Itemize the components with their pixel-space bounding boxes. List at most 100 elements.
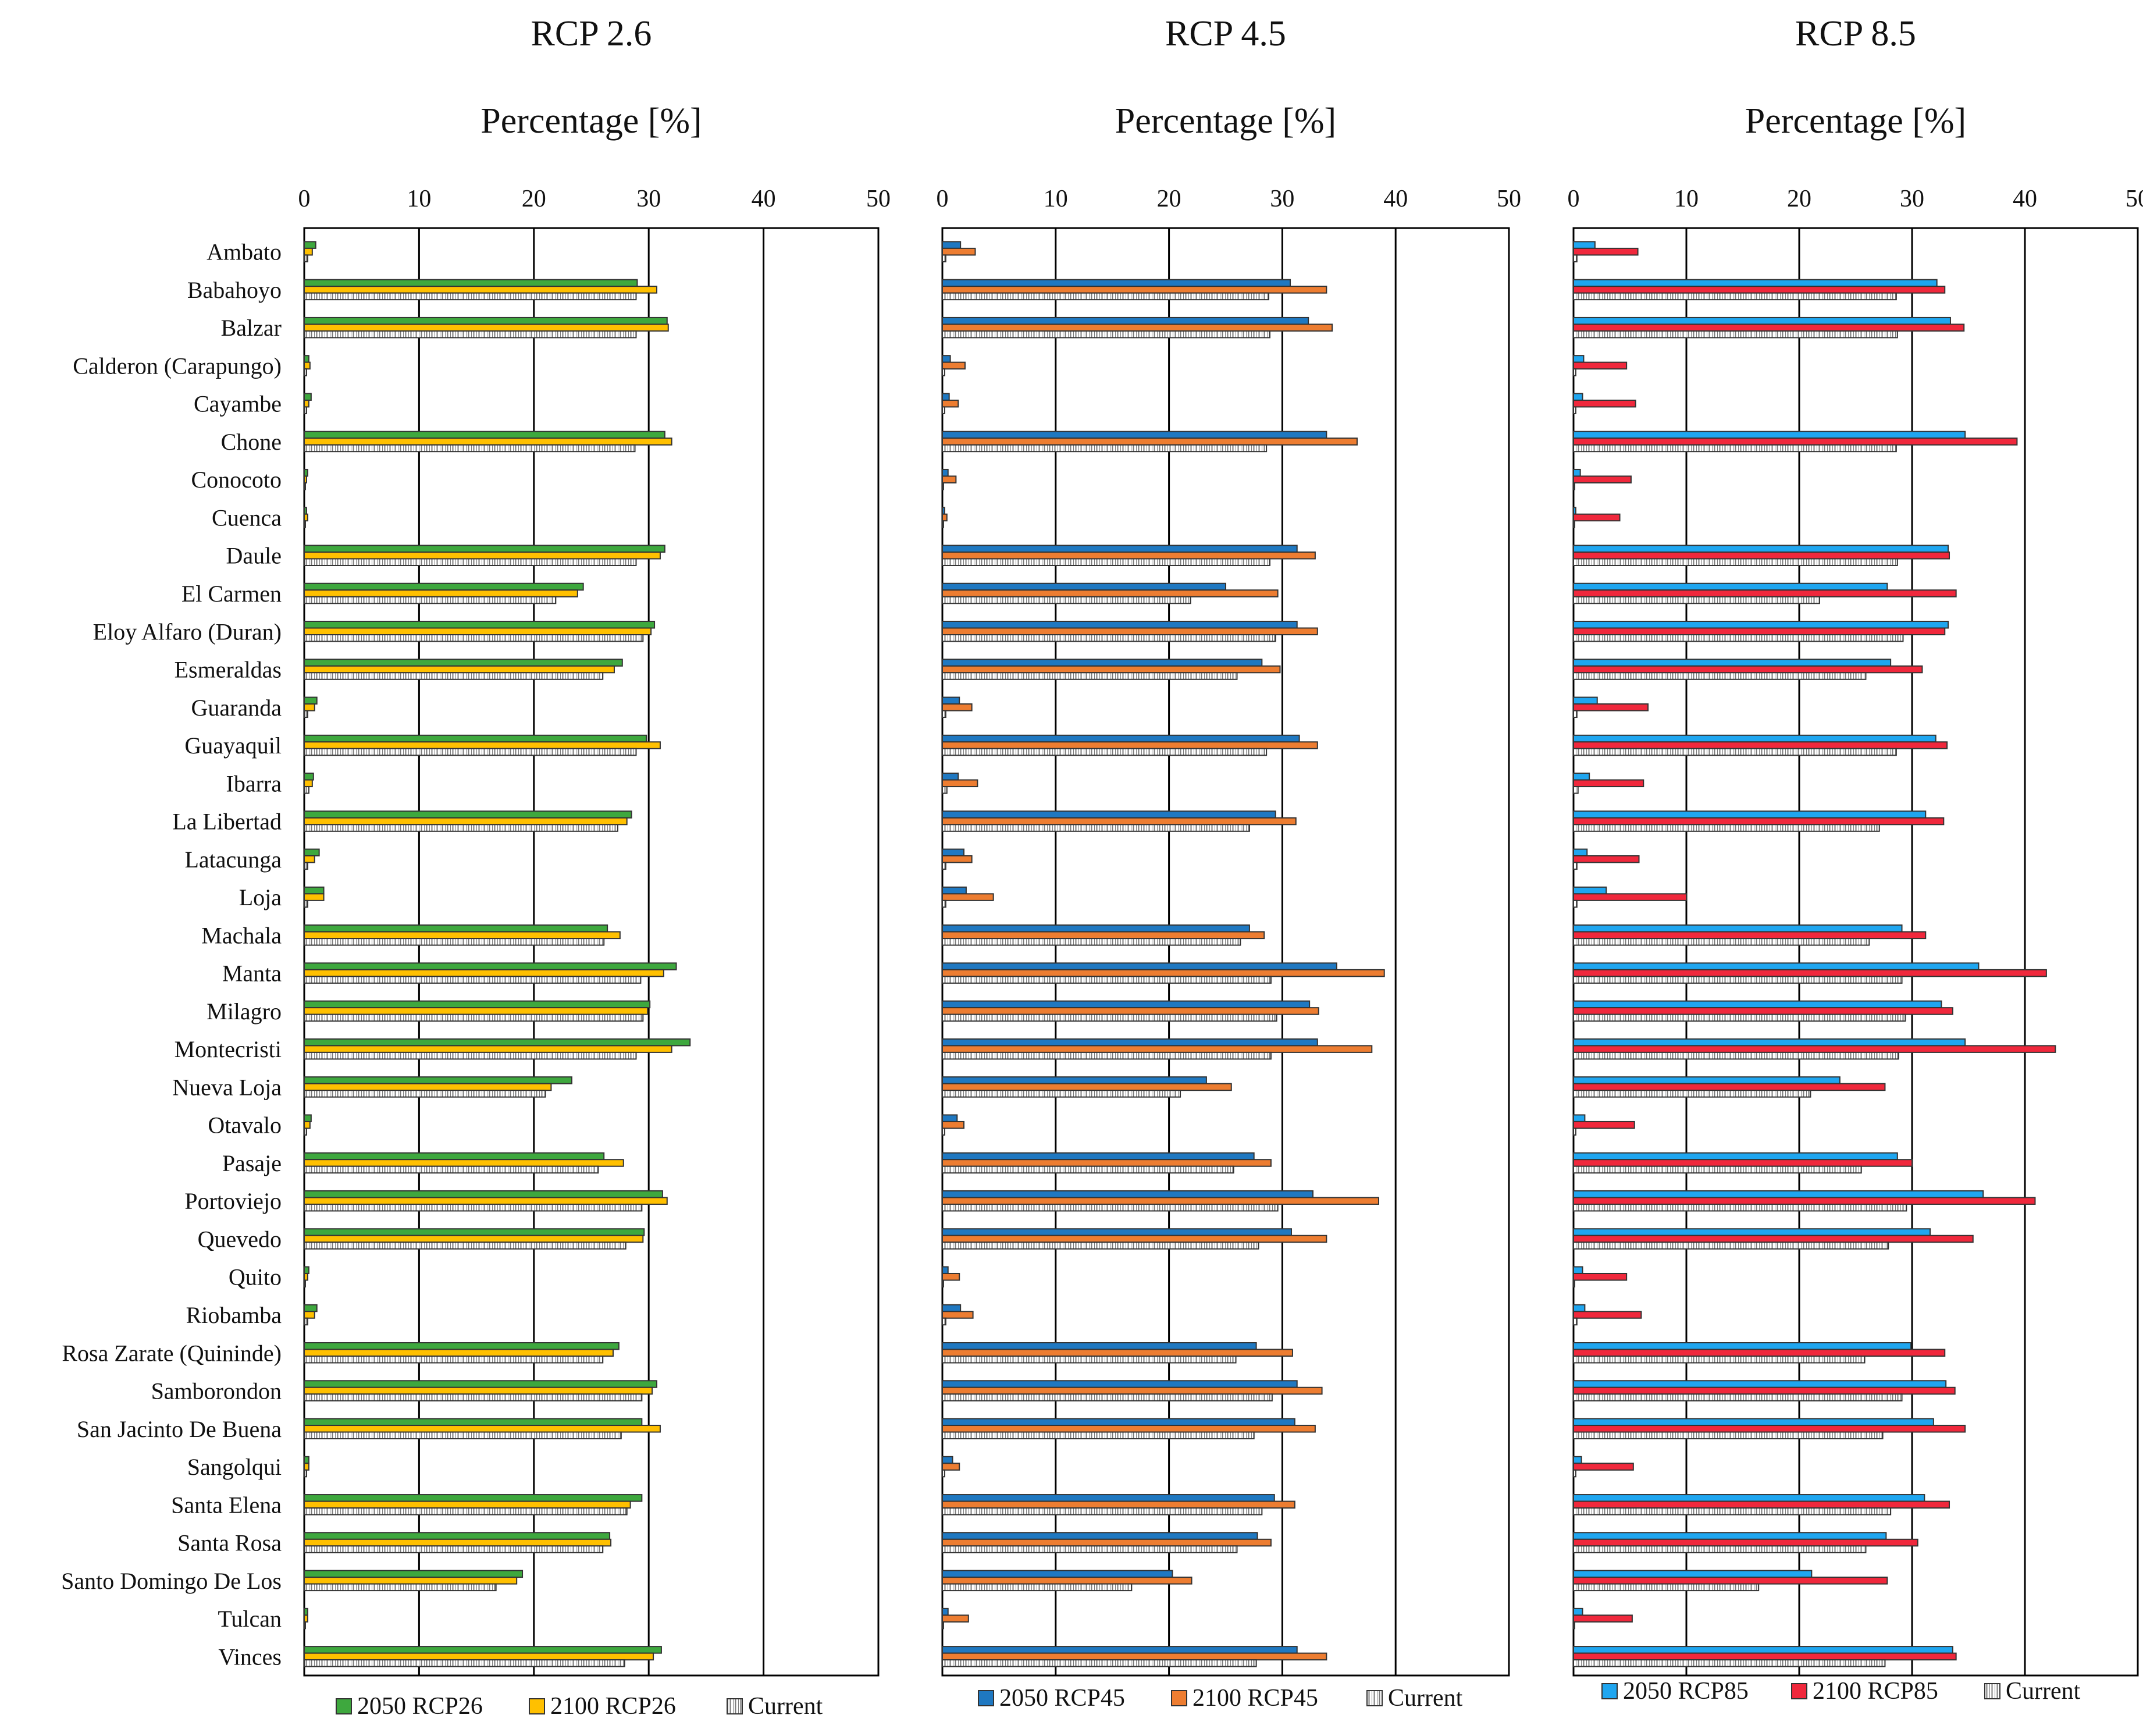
- bar-2100-rcp26-pasaje: [304, 1159, 624, 1166]
- bar-2050-rcp26-santo-domingo-de-los: [304, 1571, 522, 1578]
- bar-current-vinces: [1574, 1660, 1885, 1667]
- x-tick-label: 40: [752, 186, 776, 212]
- y-tick-label: Chone: [221, 429, 282, 455]
- bar-current-daule: [942, 558, 1270, 565]
- bar-2050-rcp26-el-carmen: [304, 584, 583, 590]
- bar-2050-rcp26-latacunga: [304, 849, 319, 856]
- x-tick-label: 50: [2126, 186, 2143, 212]
- bar-current-riobamba: [1574, 1318, 1577, 1325]
- y-tick-label: Rosa Zarate (Quininde): [62, 1340, 282, 1366]
- bar-current-guaranda: [304, 711, 308, 718]
- bar-2100-rcp85-esmeraldas: [1574, 666, 1922, 673]
- bar-current-sangolqui: [1574, 1470, 1576, 1477]
- x-tick-label: 20: [1157, 186, 1181, 212]
- bar-2050-rcp85-quevedo: [1574, 1229, 1930, 1236]
- bar-current-esmeraldas: [1574, 673, 1866, 680]
- bar-2100-rcp45-balzar: [942, 324, 1332, 331]
- bar-current-sangolqui: [304, 1470, 307, 1477]
- bar-2050-rcp85-el-carmen: [1574, 584, 1887, 590]
- bar-current-latacunga: [1574, 863, 1577, 870]
- bar-2050-rcp45-otavalo: [942, 1115, 957, 1122]
- bar-2050-rcp45-quevedo: [942, 1229, 1291, 1236]
- x-tick-label: 10: [1044, 186, 1068, 212]
- bar-current-san-jacinto-de-buena: [942, 1432, 1254, 1439]
- bar-current-tulcan: [304, 1622, 305, 1629]
- bar-2100-rcp26-portoviejo: [304, 1197, 667, 1204]
- bar-2050-rcp85-vinces: [1574, 1646, 1953, 1653]
- bar-2100-rcp45-ibarra: [942, 780, 977, 787]
- bar-2100-rcp85-tulcan: [1574, 1615, 1632, 1622]
- bar-2100-rcp85-daule: [1574, 552, 1949, 559]
- bar-2100-rcp85-cuenca: [1574, 514, 1620, 521]
- bar-2050-rcp26-quevedo: [304, 1229, 644, 1236]
- bar-2100-rcp26-tulcan: [304, 1615, 308, 1622]
- bar-2050-rcp26-ambato: [304, 241, 316, 248]
- bar-2050-rcp26-esmeraldas: [304, 659, 622, 666]
- legend-swatch-2100-rcp85: [1792, 1684, 1807, 1699]
- bar-2050-rcp85-guayaquil: [1574, 735, 1936, 742]
- bar-2050-rcp26-nueva-loja: [304, 1077, 572, 1084]
- bar-2100-rcp45-pasaje: [942, 1159, 1271, 1166]
- bar-current-manta: [942, 976, 1271, 983]
- bar-current-otavalo: [942, 1128, 945, 1135]
- bar-2050-rcp26-montecristi: [304, 1039, 690, 1046]
- bar-current-loja: [1574, 901, 1577, 908]
- bar-current-machala: [304, 938, 604, 945]
- bar-current-ibarra: [304, 787, 309, 794]
- bar-current-manta: [1574, 976, 1902, 983]
- bar-2050-rcp26-daule: [304, 545, 665, 552]
- legend-label: Current: [2006, 1678, 2081, 1705]
- bar-2100-rcp26-montecristi: [304, 1045, 672, 1052]
- bar-2050-rcp45-cuenca: [942, 507, 945, 514]
- bar-2050-rcp85-ambato: [1574, 241, 1595, 248]
- bar-2050-rcp85-santo-domingo-de-los: [1574, 1571, 1811, 1578]
- bar-current-manta: [304, 976, 640, 983]
- bar-2100-rcp26-cayambe: [304, 400, 309, 407]
- bar-2050-rcp26-pasaje: [304, 1153, 604, 1160]
- y-tick-label: Sangolqui: [187, 1454, 282, 1480]
- bar-2100-rcp45-chone: [942, 438, 1357, 445]
- bar-2050-rcp26-chone: [304, 432, 665, 439]
- bar-2100-rcp26-ambato: [304, 248, 312, 255]
- bar-current-nueva-loja: [304, 1090, 546, 1097]
- bar-2050-rcp26-vinces: [304, 1646, 661, 1653]
- bar-current-eloy-alfaro-duran: [304, 635, 643, 642]
- bar-current-guayaquil: [942, 749, 1266, 756]
- bar-current-esmeraldas: [304, 673, 603, 680]
- bar-2050-rcp26-babahoyo: [304, 280, 637, 287]
- bar-2050-rcp45-cayambe: [942, 393, 949, 400]
- bar-2050-rcp45-nueva-loja: [942, 1077, 1206, 1084]
- bar-current-ambato: [304, 255, 308, 262]
- bar-current-conocoto: [1574, 483, 1575, 490]
- x-tick-label: 20: [522, 186, 546, 212]
- legend-swatch-2050-rcp45: [978, 1691, 994, 1706]
- bar-2050-rcp85-san-jacinto-de-buena: [1574, 1419, 1934, 1426]
- y-tick-label: La Libertad: [172, 809, 282, 835]
- y-tick-label: Milagro: [207, 998, 282, 1024]
- bar-2050-rcp45-ibarra: [942, 773, 958, 780]
- y-tick-label: Calderon (Carapungo): [73, 353, 282, 379]
- x-tick-label: 40: [1383, 186, 1408, 212]
- bar-2100-rcp26-guaranda: [304, 704, 315, 711]
- y-tick-label: Quevedo: [198, 1226, 282, 1252]
- x-tick-label: 30: [1270, 186, 1294, 212]
- bar-current-rosa-zarate-quininde: [942, 1356, 1236, 1363]
- bar-2100-rcp26-milagro: [304, 1008, 647, 1015]
- bar-2050-rcp26-riobamba: [304, 1305, 317, 1312]
- bar-current-conocoto: [942, 483, 944, 490]
- bar-current-cuenca: [1574, 521, 1575, 528]
- bar-current-daule: [1574, 558, 1898, 565]
- y-tick-label: Ibarra: [226, 770, 282, 796]
- bar-2050-rcp45-tulcan: [942, 1609, 948, 1616]
- bar-2100-rcp26-conocoto: [304, 476, 307, 483]
- bar-current-samborondon: [1574, 1394, 1902, 1401]
- bar-2100-rcp85-ibarra: [1574, 780, 1643, 787]
- y-tick-label: San Jacinto De Buena: [77, 1416, 282, 1442]
- bar-2050-rcp85-chone: [1574, 432, 1965, 439]
- bar-current-portoviejo: [942, 1204, 1278, 1211]
- bar-current-riobamba: [304, 1318, 308, 1325]
